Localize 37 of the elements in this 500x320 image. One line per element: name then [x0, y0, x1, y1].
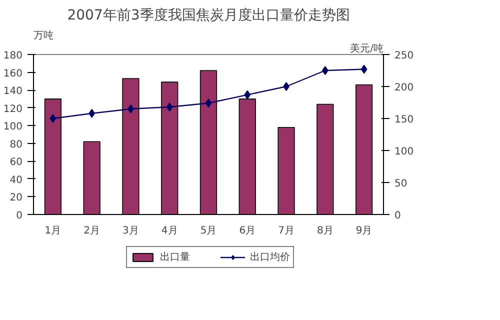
x-tick-label: 8月: [316, 226, 334, 236]
point: [166, 102, 173, 112]
y-tick-label: 140: [3, 86, 23, 98]
chart-title: 2007年前3季度我国焦炭月度出口量价走势图: [67, 8, 350, 24]
y-tick-label: 120: [3, 104, 23, 115]
x-tick-label: 6月: [239, 226, 256, 236]
point: [244, 90, 251, 100]
y2-tick-label: 150: [394, 114, 414, 126]
y-tick-label: 20: [10, 192, 23, 204]
legend-label: 出口均价: [250, 250, 290, 264]
x-tick-label: 2月: [84, 226, 100, 236]
x-tick-label: 5月: [200, 226, 217, 236]
y2-tick-label: 100: [394, 146, 414, 158]
y-tick-label: 100: [3, 122, 23, 133]
point: [205, 98, 212, 108]
y-tick-label: 80: [10, 139, 23, 150]
x-tick-label: 1月: [44, 226, 62, 236]
y-tick-label: 160: [3, 68, 23, 80]
y-tick-label: 180: [3, 50, 23, 62]
y2-tick-label: 200: [394, 82, 414, 94]
x-tick-label: 9月: [356, 226, 372, 236]
y-tick-label: 60: [10, 157, 23, 168]
x-tick-label: 7月: [278, 226, 294, 236]
x-tick-label: 4月: [161, 226, 178, 236]
y2-tick-label: 250: [394, 50, 414, 62]
y2-tick-label: 50: [394, 178, 408, 190]
legend-label: 出口量: [160, 250, 190, 264]
x-tick-label: 3月: [122, 226, 139, 236]
point: [283, 82, 290, 91]
point: [360, 64, 368, 74]
y-tick-label: 40: [10, 174, 23, 186]
y-tick-label: 0: [16, 210, 23, 222]
y-axis-title: 万吨: [34, 30, 54, 42]
y2-axis-title: 美元/吨: [350, 42, 384, 54]
point: [322, 66, 328, 75]
y2-tick-label: 0: [394, 210, 401, 222]
point: [50, 114, 56, 123]
